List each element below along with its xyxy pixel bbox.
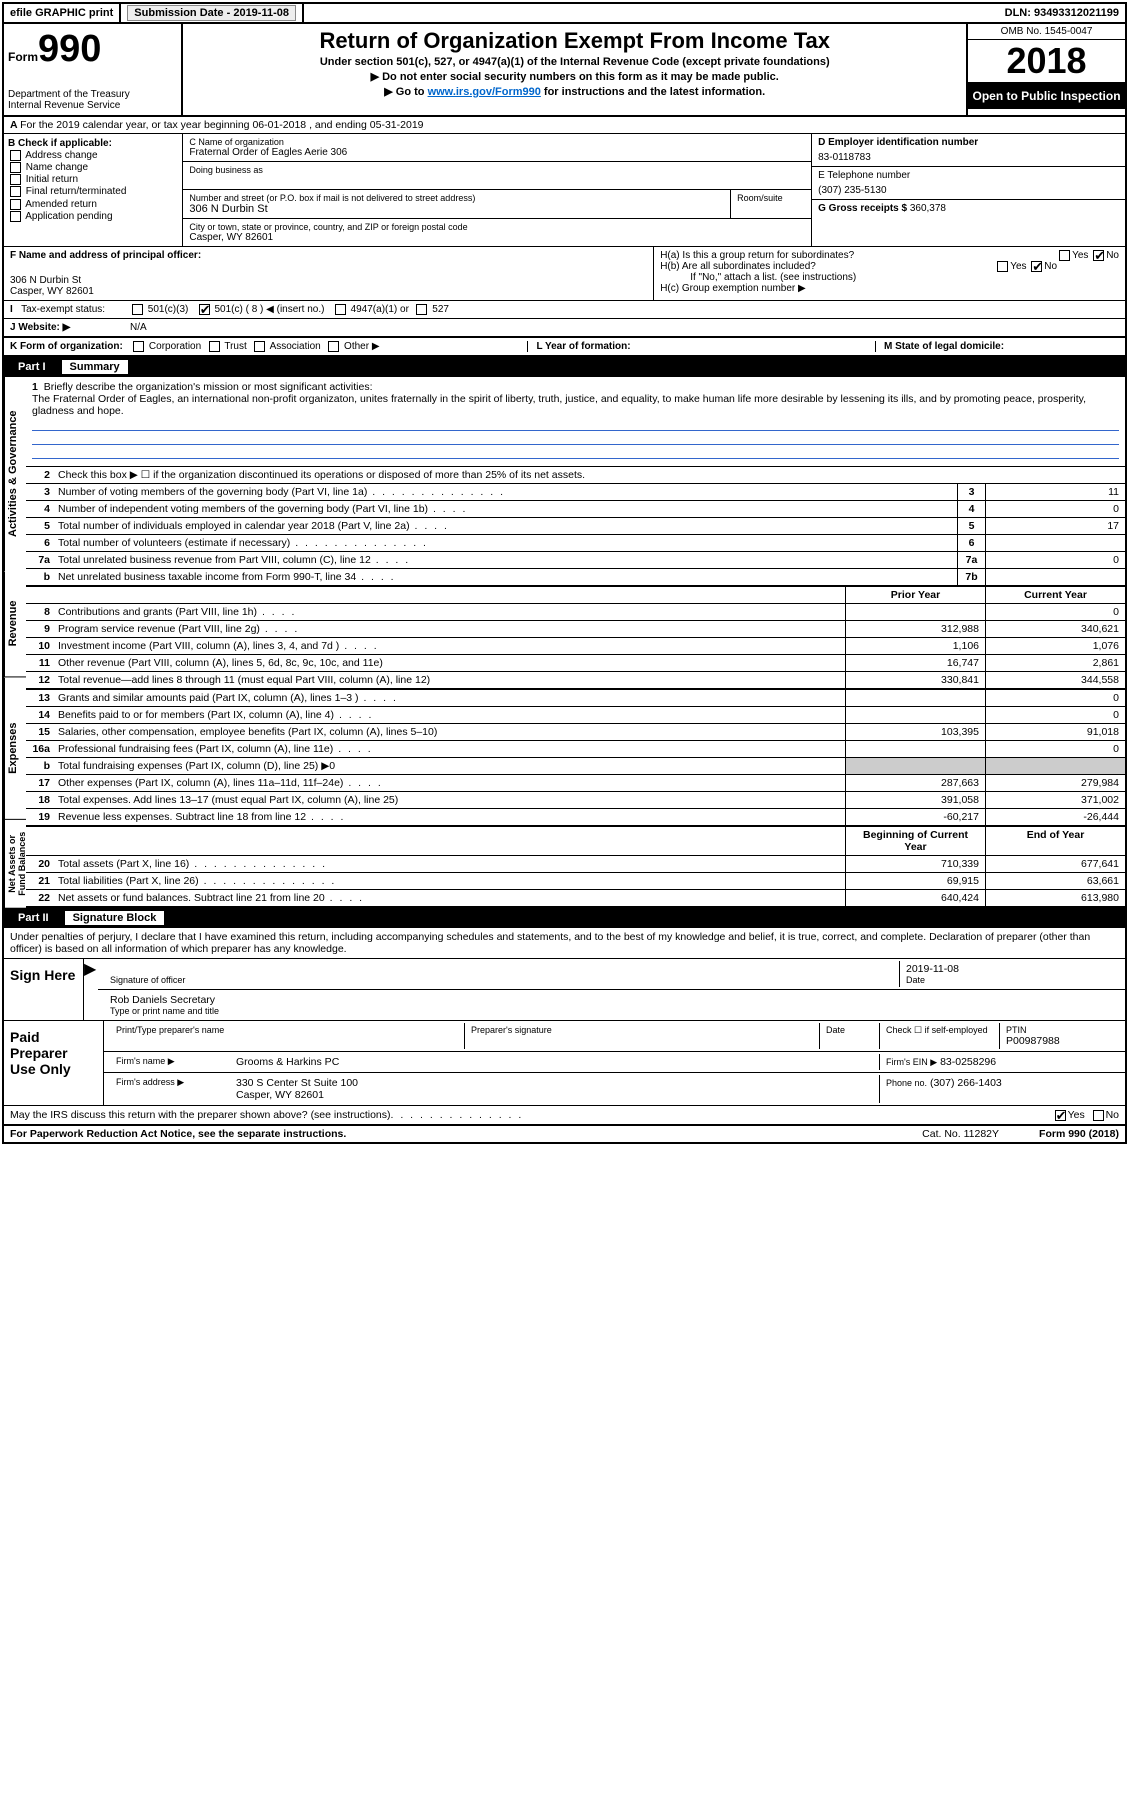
mission-block: 1 Briefly describe the organization's mi… [26, 377, 1125, 467]
form-number: Form990 [8, 28, 177, 71]
row-a-tax-year: A For the 2019 calendar year, or tax yea… [4, 117, 1125, 134]
city-label: City or town, state or province, country… [189, 222, 805, 232]
part-ii-bar: Part II Signature Block [4, 908, 1125, 928]
form-title: Return of Organization Exempt From Incom… [191, 28, 958, 54]
sign-here-label: Sign Here [4, 959, 84, 1020]
gross-receipts-label: G Gross receipts $ [818, 203, 910, 214]
submission-date-btn[interactable]: Submission Date - 2019-11-08 [127, 5, 296, 21]
header-left: Form990 Department of the Treasury Inter… [4, 24, 183, 115]
form-990-page: efile GRAPHIC print Submission Date - 20… [2, 2, 1127, 1144]
row-j-website: J Website: ▶ N/A [4, 319, 1125, 338]
submission-date: Submission Date - 2019-11-08 [121, 4, 304, 22]
org-name: Fraternal Order of Eagles Aerie 306 [189, 147, 805, 158]
form-ref: Form 990 (2018) [1039, 1128, 1119, 1140]
chk-initial-return[interactable]: Initial return [8, 174, 178, 185]
col-b-checkboxes: B Check if applicable: Address change Na… [4, 134, 183, 246]
tab-netassets: Net Assets or Fund Balances [4, 820, 26, 909]
irs-link[interactable]: www.irs.gov/Form990 [428, 86, 541, 98]
org-name-label: C Name of organization [189, 137, 805, 147]
header-center: Return of Organization Exempt From Incom… [183, 24, 968, 115]
summary-section: Activities & Governance Revenue Expenses… [4, 377, 1125, 908]
subtitle-2: Do not enter social security numbers on … [191, 70, 958, 83]
gross-receipts: 360,378 [910, 203, 946, 214]
tax-year: 2018 [968, 40, 1125, 83]
room-label: Room/suite [731, 190, 811, 218]
form-header: Form990 Department of the Treasury Inter… [4, 24, 1125, 117]
group-return: H(a) Is this a group return for subordin… [654, 247, 1125, 300]
phone-label: E Telephone number [818, 170, 1119, 181]
chk-app-pending[interactable]: Application pending [8, 211, 178, 222]
dln: DLN: 93493312021199 [999, 4, 1125, 22]
sign-arrow-icon: ▶ [84, 959, 98, 1020]
col-d-e-g: D Employer identification number 83-0118… [811, 134, 1125, 246]
part-i-bar: Part I Summary [4, 357, 1125, 377]
top-bar: efile GRAPHIC print Submission Date - 20… [4, 4, 1125, 24]
efile-label: efile GRAPHIC print [4, 4, 121, 22]
paperwork-notice: For Paperwork Reduction Act Notice, see … [10, 1128, 346, 1140]
block-b-through-g: B Check if applicable: Address change Na… [4, 134, 1125, 247]
row-k-l-m: K Form of organization: Corporation Trus… [4, 338, 1125, 357]
row-i-tax-status: I Tax-exempt status: 501(c)(3) 501(c) ( … [4, 301, 1125, 319]
chk-final-return[interactable]: Final return/terminated [8, 186, 178, 197]
phone-value: (307) 235-5130 [818, 185, 1119, 196]
signature-block: Under penalties of perjury, I declare th… [4, 928, 1125, 1126]
header-right: OMB No. 1545-0047 2018 Open to Public In… [968, 24, 1125, 115]
mission-text: The Fraternal Order of Eagles, an intern… [32, 393, 1086, 417]
public-inspection: Open to Public Inspection [968, 83, 1125, 109]
omb-number: OMB No. 1545-0047 [968, 24, 1125, 40]
row-f-h: F Name and address of principal officer:… [4, 247, 1125, 301]
subtitle-1: Under section 501(c), 527, or 4947(a)(1)… [191, 56, 958, 68]
tab-revenue: Revenue [4, 571, 26, 677]
dba-label: Doing business as [189, 165, 805, 175]
perjury-declaration: Under penalties of perjury, I declare th… [4, 928, 1125, 959]
ein-value: 83-0118783 [818, 152, 1119, 163]
chk-name-change[interactable]: Name change [8, 162, 178, 173]
footer: For Paperwork Reduction Act Notice, see … [4, 1126, 1125, 1142]
col-c-org-info: C Name of organization Fraternal Order o… [183, 134, 811, 246]
city: Casper, WY 82601 [189, 232, 805, 243]
dept-treasury: Department of the Treasury [8, 89, 177, 100]
chk-address-change[interactable]: Address change [8, 150, 178, 161]
paid-preparer-label: Paid Preparer Use Only [4, 1021, 104, 1105]
street: 306 N Durbin St [189, 203, 724, 215]
website-value: N/A [130, 322, 147, 333]
irs-label: Internal Revenue Service [8, 100, 177, 111]
tab-expenses: Expenses [4, 678, 26, 820]
ein-label: D Employer identification number [818, 137, 978, 148]
chk-amended[interactable]: Amended return [8, 199, 178, 210]
cat-no: Cat. No. 11282Y [922, 1128, 999, 1140]
principal-officer: F Name and address of principal officer:… [4, 247, 654, 300]
subtitle-3: Go to www.irs.gov/Form990 for instructio… [191, 85, 958, 98]
street-label: Number and street (or P.O. box if mail i… [189, 193, 724, 203]
tab-governance: Activities & Governance [4, 377, 26, 571]
